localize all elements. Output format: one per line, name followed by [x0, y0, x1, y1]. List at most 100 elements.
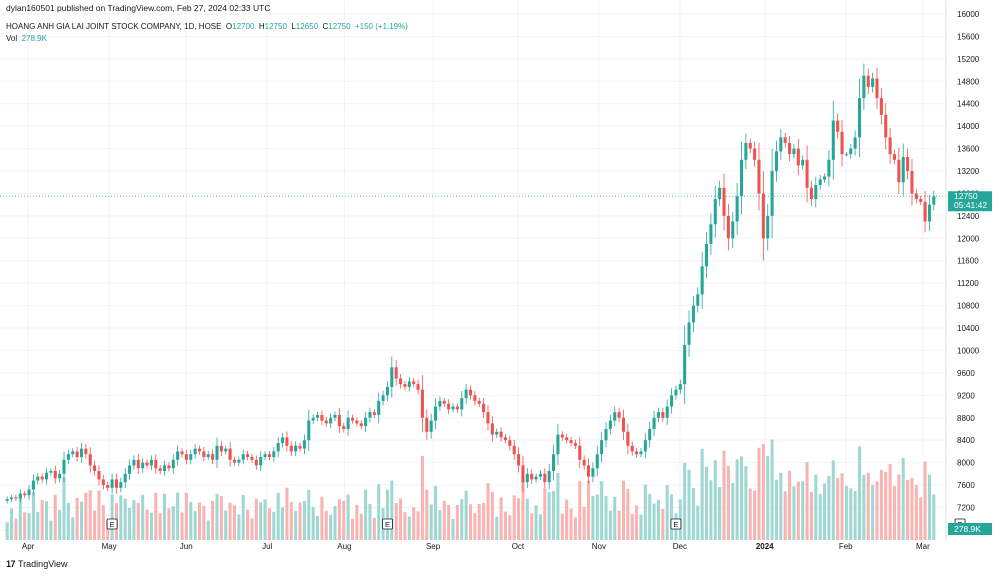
volume-bar [399, 498, 403, 540]
candle [425, 409, 429, 441]
candle [525, 468, 529, 488]
candle [543, 468, 547, 488]
candle-body [687, 322, 691, 345]
candle [158, 464, 162, 475]
volume-bar [88, 490, 92, 540]
candle [578, 437, 582, 469]
candle-body [486, 412, 490, 424]
volume-bar [630, 514, 634, 540]
candle [232, 456, 237, 466]
y-tick-label: 7200 [957, 503, 975, 512]
candle-body [906, 156, 910, 172]
price-axis[interactable]: 6800720076008000840088009200960010000104… [945, 0, 980, 540]
time-axis[interactable]: Apr May Jun Jul Aug Sep Oct Nov Dec 2024 Feb Mar [22, 542, 930, 551]
y-tick-label: 10400 [957, 324, 980, 333]
volume-bar [543, 488, 547, 540]
volume-bar [818, 494, 822, 540]
candle-body [434, 406, 438, 421]
volume-legend[interactable]: Vol 278.9K [6, 34, 47, 43]
symbol-legend[interactable]: HOANG ANH GIA LAI JOINT STOCK COMPANY, 1… [6, 22, 408, 31]
volume-bar [158, 513, 162, 540]
volume-bars [5, 439, 936, 540]
volume-bar [665, 485, 669, 540]
volume-bar [525, 498, 529, 540]
high-value: 12750 [264, 22, 287, 31]
earnings-marker-box [670, 518, 682, 530]
candle [372, 408, 376, 419]
volume-bar [40, 500, 44, 540]
volume-bar [18, 496, 22, 540]
volume-bar [10, 508, 14, 540]
last-price-value: 12750 [954, 191, 978, 201]
candle [320, 410, 324, 426]
x-tick-label: Feb [839, 542, 853, 551]
volume-bar [307, 490, 311, 540]
candle [154, 454, 158, 474]
volume-bar [704, 466, 709, 540]
candle-body [189, 454, 193, 460]
candle-body [635, 451, 639, 455]
publisher-line: dylan160501 published on TradingView.com… [6, 3, 271, 13]
candle-body [377, 400, 381, 415]
volume-bar [460, 499, 464, 540]
candle [84, 444, 88, 459]
candle [355, 417, 359, 427]
tradingview-logo-icon: 17 [6, 559, 16, 569]
candle [656, 407, 660, 423]
candle-body [573, 442, 577, 446]
y-tick-label: 15600 [957, 32, 980, 41]
candle-body [866, 75, 870, 87]
earnings-marker[interactable]: E [106, 518, 118, 530]
candle [600, 431, 604, 463]
volume-bar [364, 489, 368, 540]
x-tick-label: Dec [673, 542, 687, 551]
candle-body [468, 389, 473, 396]
volume-bar [211, 500, 215, 540]
last-price-label: 12750 05:41:42 [948, 191, 992, 212]
earnings-marker[interactable]: E [670, 518, 682, 530]
volume-bar [836, 478, 840, 540]
candle [569, 436, 573, 447]
volume-bar [412, 507, 416, 540]
y-tick-label: 14400 [957, 100, 980, 109]
candle [294, 441, 298, 456]
candle [573, 439, 577, 450]
earnings-marker[interactable]: E [382, 518, 393, 530]
volume-bar [709, 480, 713, 540]
candle-body [455, 406, 459, 410]
volume-bar [311, 506, 315, 540]
candle [381, 390, 385, 406]
candle-body [18, 493, 22, 499]
candle-body [44, 472, 49, 480]
candle [495, 428, 499, 438]
volume-bar [783, 491, 787, 540]
candle-body [766, 215, 770, 239]
earnings-marker-box [382, 518, 393, 530]
candle-body [167, 465, 171, 469]
candle-body [429, 420, 433, 432]
candle [739, 141, 744, 215]
candle-body [556, 434, 560, 455]
candle-body [534, 476, 538, 480]
volume-bar [31, 492, 35, 540]
volume-bar [569, 508, 573, 540]
volume-bar [79, 501, 84, 540]
x-tick-label: Aug [337, 542, 351, 551]
candle [101, 474, 105, 490]
volume-bar [884, 471, 888, 540]
candle [49, 468, 53, 476]
volume-bar [167, 508, 171, 540]
candle [276, 437, 280, 458]
volume-bar [823, 483, 827, 540]
volume-bar [853, 490, 857, 540]
candle-body [158, 468, 162, 472]
candle [783, 132, 787, 148]
candle [36, 472, 40, 485]
candle-body [359, 423, 363, 427]
volume-bar [224, 510, 228, 540]
candle-body [652, 417, 656, 429]
candle-body [796, 148, 800, 166]
candle-body [892, 154, 897, 160]
candle-body [346, 417, 350, 429]
